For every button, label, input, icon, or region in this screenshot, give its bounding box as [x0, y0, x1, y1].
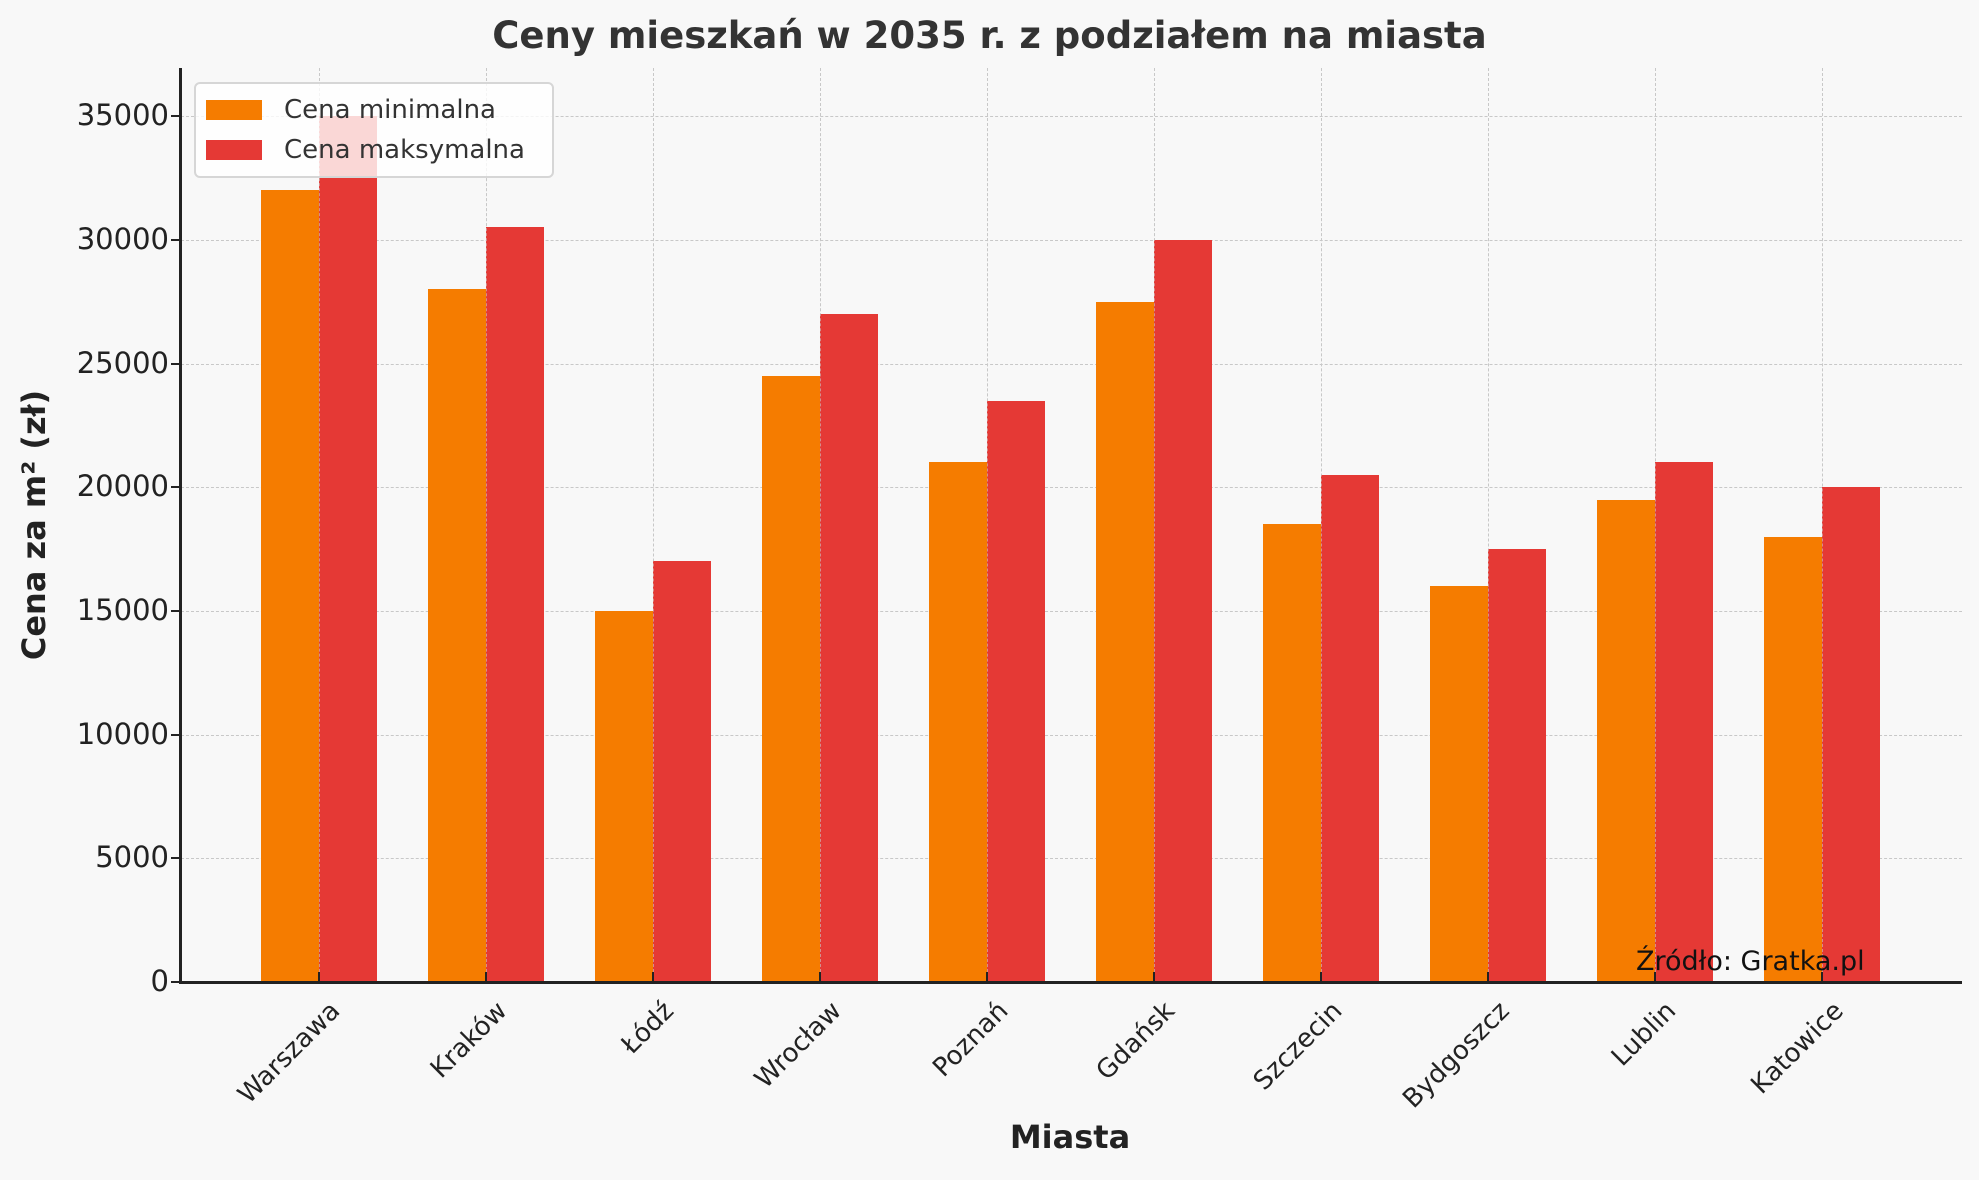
y-tick-mark — [171, 609, 179, 612]
gridline-vertical-overlay — [653, 68, 654, 982]
y-tick-mark — [171, 238, 179, 241]
y-tick-label: 10000 — [76, 716, 169, 751]
x-axis-label: Miasta — [1009, 1118, 1131, 1156]
bar-min — [595, 610, 653, 982]
y-tick-label: 0 — [150, 964, 169, 998]
bar-max — [1822, 487, 1880, 982]
gridline-vertical-overlay — [820, 68, 821, 982]
gridline-horizontal — [181, 239, 1962, 241]
y-tick-mark — [171, 115, 179, 118]
bar-max — [653, 561, 711, 982]
gridline-vertical-overlay — [1822, 68, 1823, 982]
bar-max — [820, 314, 878, 982]
bar-max — [1655, 462, 1713, 982]
source-annotation: Źródło: Gratka.pl — [1636, 946, 1865, 977]
x-tick-label: Szczecin — [1247, 996, 1349, 1097]
legend: Cena minimalna Cena maksymalna — [194, 82, 554, 178]
plot-area — [181, 68, 1962, 982]
x-tick-mark — [1654, 972, 1656, 982]
x-tick-label: Warszawa — [232, 996, 347, 1110]
gridline-horizontal — [181, 487, 1962, 489]
gridline-vertical-overlay — [1154, 68, 1155, 982]
bar-min — [1430, 586, 1488, 982]
x-tick-mark — [1320, 972, 1322, 982]
x-tick-mark — [1487, 972, 1489, 982]
y-axis-line — [179, 68, 182, 984]
x-tick-label: Wrocław — [749, 996, 848, 1095]
legend-label-max: Cena maksymalna — [284, 135, 525, 165]
gridline-vertical-overlay — [319, 68, 320, 982]
x-tick-label: Bydgoszcz — [1397, 996, 1516, 1115]
gridline-vertical-overlay — [1488, 68, 1489, 982]
bar-max — [1321, 474, 1379, 982]
legend-label-min: Cena minimalna — [284, 95, 496, 125]
y-tick-mark — [171, 486, 179, 489]
legend-item-min: Cena minimalna — [206, 90, 496, 130]
gridline-horizontal — [181, 734, 1962, 736]
y-tick-label: 30000 — [76, 221, 169, 256]
x-tick-label: Lublin — [1605, 996, 1683, 1073]
chart-title: Ceny mieszkań w 2035 r. z podziałem na m… — [492, 14, 1487, 57]
y-tick-label: 25000 — [76, 345, 169, 380]
y-tick-mark — [171, 981, 179, 983]
gridline-vertical-overlay — [1655, 68, 1656, 982]
y-tick-mark — [171, 362, 179, 365]
legend-swatch-min — [206, 100, 262, 120]
x-tick-mark — [652, 972, 654, 982]
x-tick-mark — [1821, 972, 1823, 982]
bar-max — [1154, 239, 1212, 982]
x-tick-mark — [986, 972, 988, 982]
x-tick-mark — [819, 972, 821, 982]
x-tick-mark — [485, 972, 487, 982]
gridline-horizontal — [181, 610, 1962, 612]
bar-min — [1263, 524, 1321, 982]
x-tick-label: Łódź — [615, 996, 680, 1061]
x-tick-mark — [318, 972, 320, 982]
gridline-horizontal — [181, 858, 1962, 860]
gridline-horizontal — [181, 116, 1962, 118]
y-tick-label: 20000 — [76, 469, 169, 504]
x-tick-label: Poznań — [927, 996, 1015, 1084]
gridline-vertical-overlay — [486, 68, 487, 982]
y-tick-label: 5000 — [95, 840, 169, 875]
bar-min — [1096, 301, 1154, 982]
bar-min — [762, 375, 820, 982]
bar-max — [987, 400, 1045, 982]
bar-min — [1764, 536, 1822, 982]
gridline-vertical-overlay — [1321, 68, 1322, 982]
legend-swatch-max — [206, 140, 262, 160]
x-tick-mark — [1153, 972, 1155, 982]
bar-min — [428, 289, 486, 982]
x-tick-label: Kraków — [424, 996, 514, 1085]
bar-max — [1488, 549, 1546, 982]
bar-min — [929, 462, 987, 982]
y-axis-label: Cena za m² (zł) — [15, 389, 53, 661]
bar-max — [486, 227, 544, 982]
gridline-horizontal — [181, 363, 1962, 365]
bar-min — [1597, 499, 1655, 982]
gridline-vertical-overlay — [987, 68, 988, 982]
x-axis-line — [179, 981, 1962, 984]
y-tick-label: 35000 — [76, 98, 169, 133]
legend-item-max: Cena maksymalna — [206, 130, 525, 170]
bar-min — [261, 190, 319, 982]
x-tick-label: Gdańsk — [1090, 996, 1181, 1087]
y-tick-mark — [171, 857, 179, 860]
y-tick-mark — [171, 733, 179, 736]
bar-max — [319, 116, 377, 982]
y-tick-label: 15000 — [76, 592, 169, 627]
x-tick-label: Katowice — [1745, 996, 1850, 1101]
